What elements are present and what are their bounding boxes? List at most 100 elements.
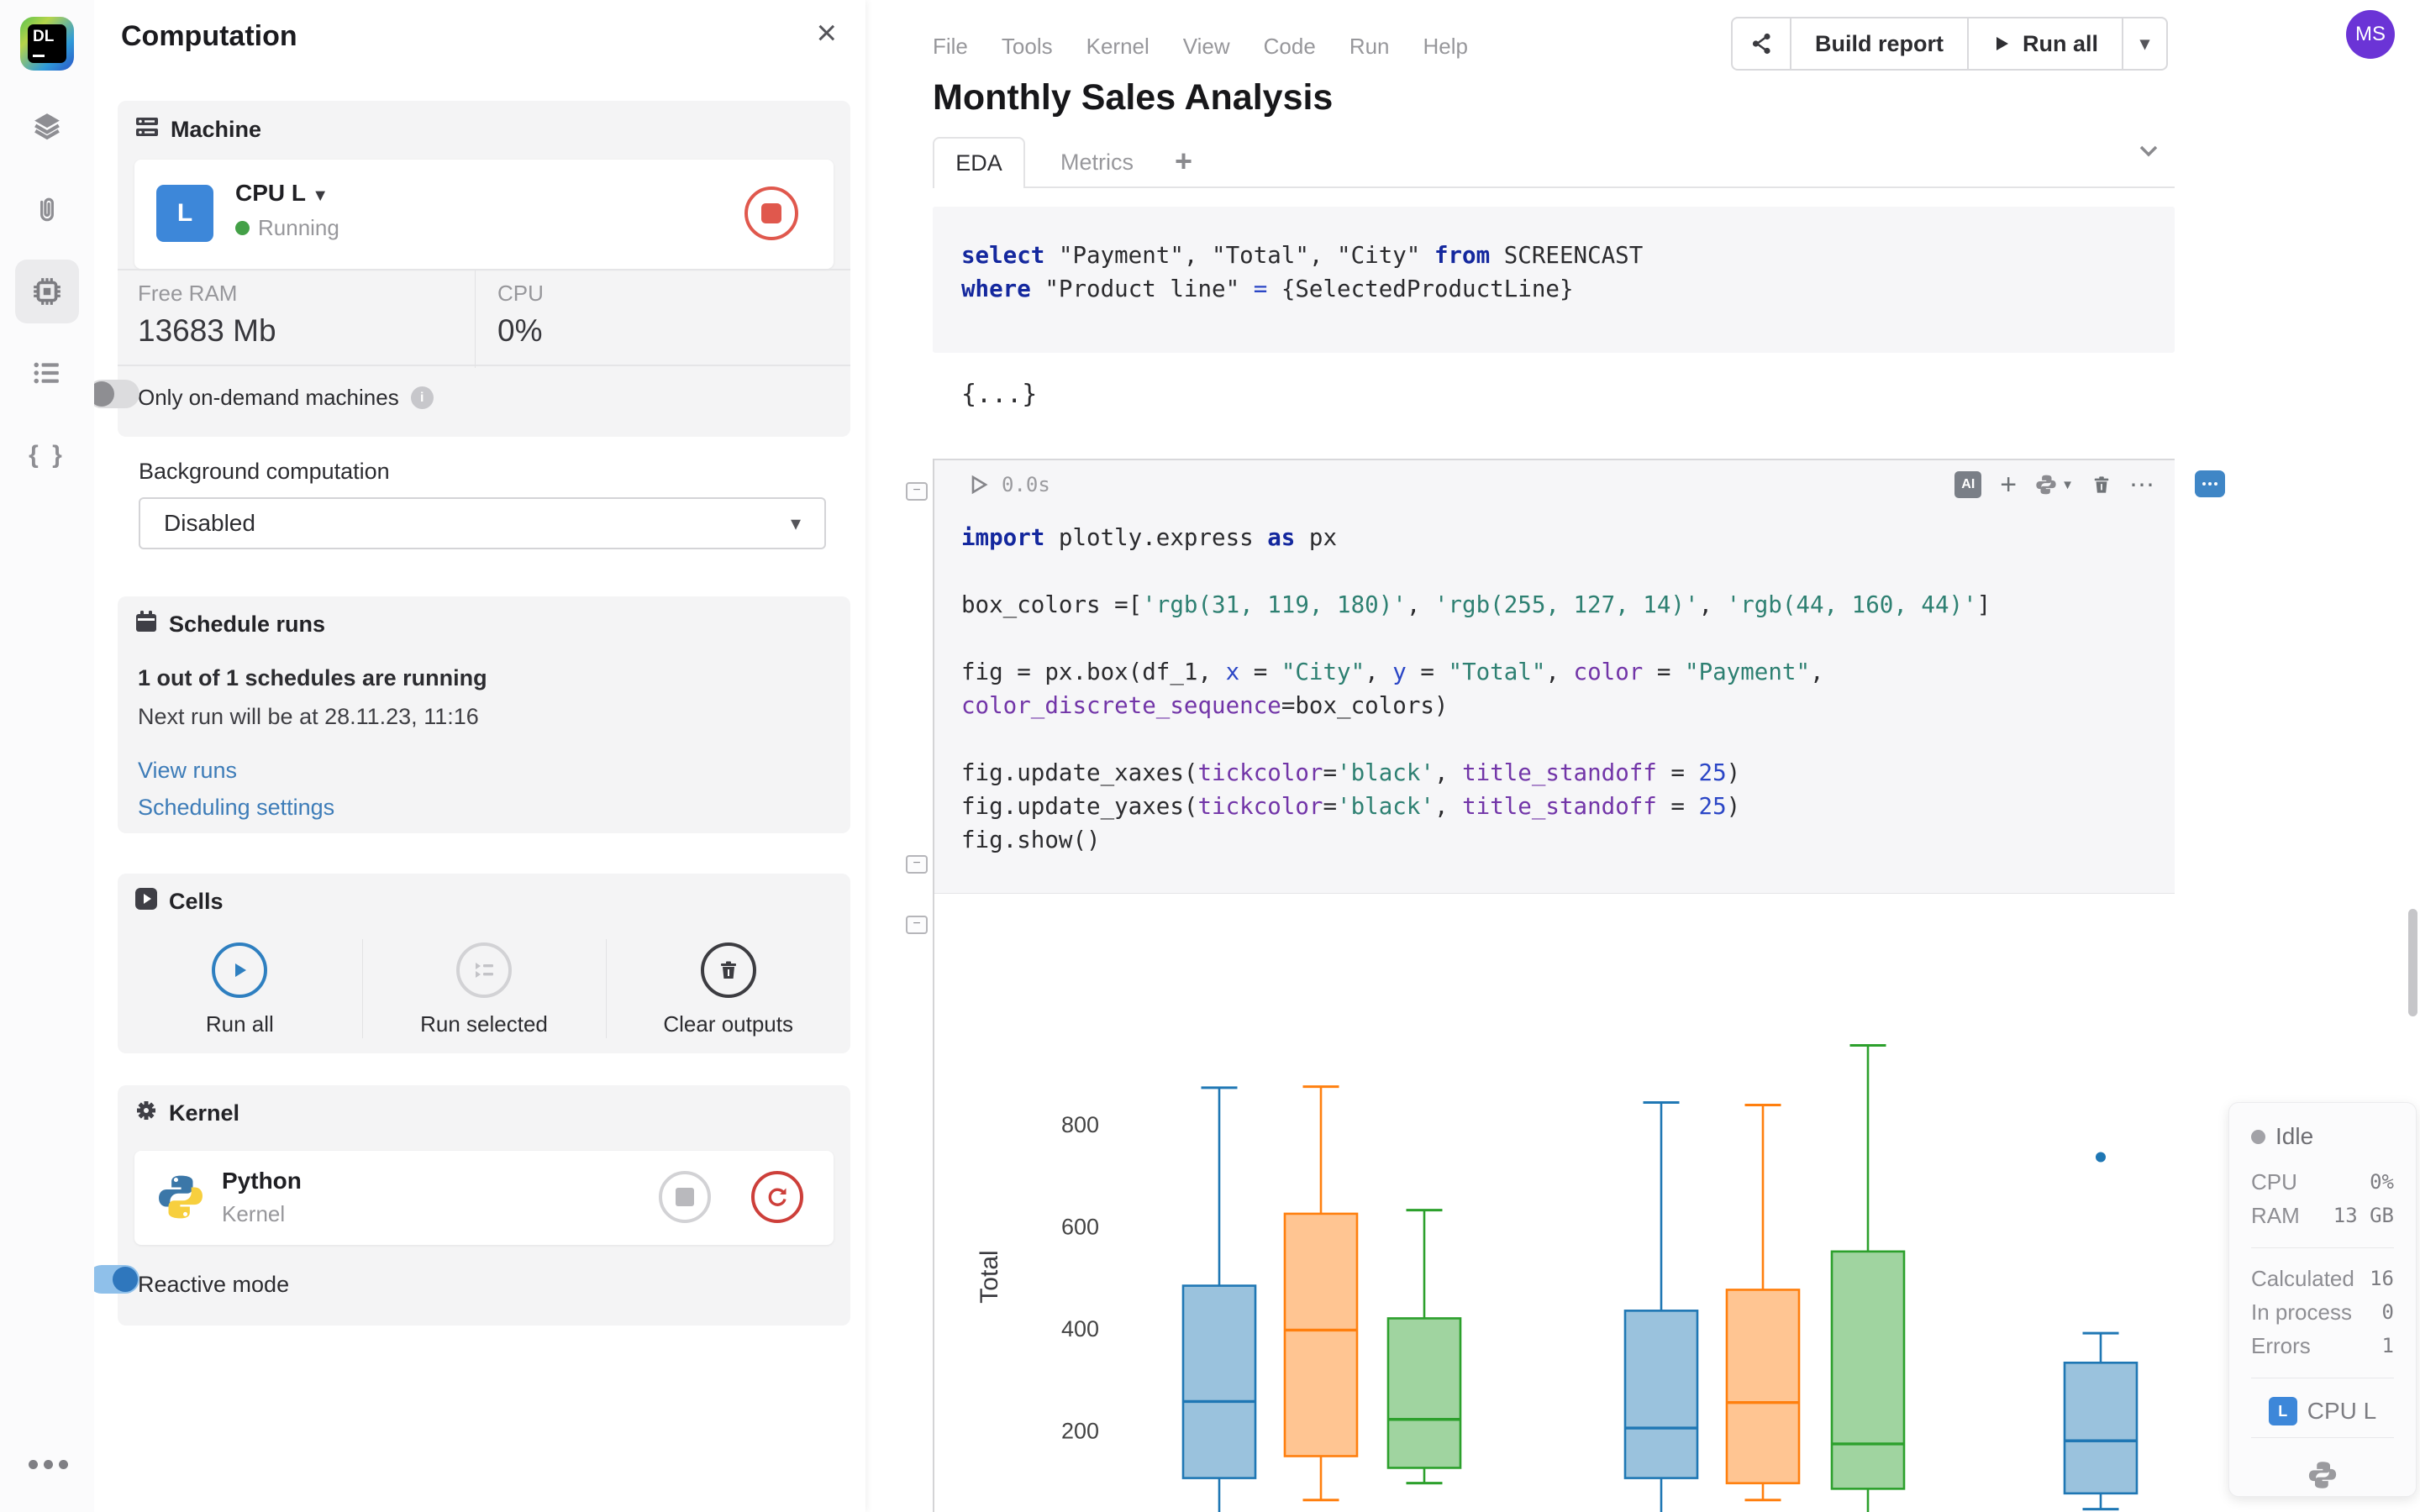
svg-text:200: 200 — [1061, 1419, 1099, 1444]
kernel-section-label: Kernel — [169, 1100, 240, 1126]
restart-icon — [768, 1188, 786, 1206]
cell-language-selector[interactable]: ▼ — [2035, 474, 2074, 496]
outline-icon[interactable] — [15, 341, 79, 405]
boxplot-output: 200 400 600 800 Total — [934, 895, 2235, 1512]
py-code-line: import plotly.express as px — [961, 524, 1338, 551]
output-collapse-handle[interactable]: − — [906, 916, 928, 934]
close-icon[interactable]: × — [816, 13, 837, 52]
cell-collapse-handle[interactable]: − — [906, 855, 928, 874]
run-all-button[interactable] — [212, 942, 268, 998]
cell-runtime: 0.0s — [1002, 473, 1050, 496]
reactive-mode-label: Reactive mode — [138, 1272, 290, 1297]
menu-item-file[interactable]: File — [933, 34, 968, 59]
attachments-icon[interactable] — [15, 178, 79, 242]
logo-text: DL — [33, 28, 55, 45]
cells-icon — [134, 887, 158, 916]
run-selected-button[interactable] — [456, 942, 512, 998]
free-ram-label: Free RAM — [138, 281, 238, 306]
play-icon — [235, 963, 247, 977]
menu-item-tools[interactable]: Tools — [1001, 34, 1053, 59]
info-icon[interactable]: i — [410, 386, 434, 409]
reactive-mode-toggle[interactable] — [87, 1265, 139, 1294]
stop-icon — [676, 1188, 694, 1206]
panel-title: Computation — [121, 20, 297, 52]
scheduling-settings-link[interactable]: Scheduling settings — [138, 795, 335, 820]
run-all-label: Run all — [205, 1011, 274, 1037]
computation-icon[interactable] — [15, 260, 79, 323]
datalore-logo[interactable]: DL — [20, 17, 74, 71]
menu-item-view[interactable]: View — [1182, 34, 1230, 59]
machine-card: Machine L CPU L ▼ Running Free RAM 1368 — [87, 101, 850, 437]
sql-cell[interactable]: select "Payment", "Total", "City" from S… — [933, 207, 2175, 353]
cells-section-label: Cells — [169, 889, 224, 914]
svg-text:400: 400 — [1061, 1316, 1099, 1341]
on-demand-toggle[interactable] — [87, 380, 139, 408]
view-runs-link[interactable]: View runs — [138, 758, 238, 783]
tab-bar: EDA Metrics + — [933, 137, 2175, 188]
cpu-value: 0% — [497, 313, 543, 348]
restart-kernel-button[interactable] — [751, 1171, 803, 1223]
avatar[interactable]: MS — [2346, 10, 2395, 59]
status-ram-value: 13 GB — [2333, 1204, 2394, 1227]
machine-size-badge: L — [2268, 1397, 2297, 1425]
share-icon — [1752, 33, 1770, 55]
sql-code-line: where "Product line" = {SelectedProductL… — [961, 276, 1574, 302]
run-all-button[interactable]: Run all — [1969, 18, 2124, 69]
notebook-title: Monthly Sales Analysis — [933, 77, 1334, 118]
collapsed-output[interactable]: {...} — [961, 380, 1038, 409]
clear-outputs-button[interactable] — [700, 942, 756, 998]
rail-more-icon[interactable] — [29, 1460, 68, 1469]
py-code-line: color_discrete_sequence=box_colors) — [961, 692, 1449, 719]
free-ram-value: 13683 Mb — [138, 313, 276, 348]
status-python-icon[interactable] — [2251, 1452, 2394, 1490]
kernel-state: Idle — [2275, 1123, 2314, 1149]
collapse-notebook-icon[interactable] — [2134, 141, 2163, 165]
interrupt-kernel-button[interactable] — [659, 1171, 711, 1223]
chevron-down-icon: ▼ — [2061, 477, 2074, 492]
py-code-line: box_colors =['rgb(31, 119, 180)', 'rgb(2… — [961, 591, 1991, 618]
errors-value: 1 — [2381, 1334, 2394, 1357]
python-cell[interactable]: 0.0s AI + ▼ ⋯ import plotly.express as p… — [933, 459, 2175, 894]
machine-size-badge: L — [156, 185, 213, 242]
tab-metrics[interactable]: Metrics — [1060, 150, 1134, 175]
add-cell-icon[interactable]: + — [2000, 469, 2018, 501]
cell-more-icon[interactable]: ⋯ — [2129, 470, 2156, 499]
tab-eda[interactable]: EDA — [933, 137, 1025, 188]
calculated-label: Calculated — [2251, 1266, 2354, 1291]
menu-item-kernel[interactable]: Kernel — [1086, 34, 1150, 59]
delete-cell-icon[interactable] — [2092, 475, 2111, 495]
variables-icon[interactable]: { } — [29, 441, 66, 469]
machine-name-dropdown[interactable]: CPU L ▼ — [235, 180, 329, 206]
menu-item-help[interactable]: Help — [1423, 34, 1468, 59]
share-button[interactable] — [1733, 18, 1791, 69]
menu-item-run[interactable]: Run — [1349, 34, 1390, 59]
cell-collapse-handle[interactable]: − — [906, 482, 928, 501]
status-cpu-value: 0% — [2370, 1170, 2394, 1194]
ai-assistant-icon[interactable]: AI — [1954, 471, 1982, 498]
kernel-card: Kernel Python Kernel Reactive mode — [87, 1085, 850, 1326]
schedule-card: Schedule runs 1 out of 1 schedules are r… — [118, 596, 850, 833]
python-logo-icon — [156, 1173, 205, 1226]
running-dot-icon — [235, 221, 250, 235]
cell-toolbar: 0.0s AI + ▼ ⋯ — [933, 460, 2175, 509]
py-code-line — [961, 554, 1991, 588]
in-process-value: 0 — [2381, 1300, 2394, 1324]
comment-icon[interactable] — [2195, 470, 2225, 497]
svg-text:800: 800 — [1061, 1112, 1099, 1137]
scrollbar[interactable] — [2408, 909, 2417, 1016]
cells-card: Cells Run all Run selected — [118, 874, 850, 1053]
run-cell-icon[interactable] — [970, 475, 988, 495]
add-tab-button[interactable]: + — [1175, 144, 1193, 178]
header-actions: Build report Run all ▾ — [1731, 17, 2169, 71]
stop-machine-button[interactable] — [744, 186, 798, 240]
background-computation-select[interactable]: Disabled ▾ — [139, 497, 826, 549]
calendar-icon — [134, 610, 158, 639]
menu-item-code[interactable]: Code — [1263, 34, 1316, 59]
run-options-dropdown[interactable]: ▾ — [2140, 33, 2150, 54]
computation-panel: Computation × Machine L CPU L ▼ Running — [87, 0, 865, 1512]
layers-icon[interactable] — [15, 94, 79, 158]
cell-gutter-line — [933, 459, 934, 1512]
status-machine[interactable]: L CPU L — [2251, 1392, 2394, 1425]
machine-status: Running — [235, 215, 339, 241]
build-report-button[interactable]: Build report — [1791, 18, 1969, 69]
